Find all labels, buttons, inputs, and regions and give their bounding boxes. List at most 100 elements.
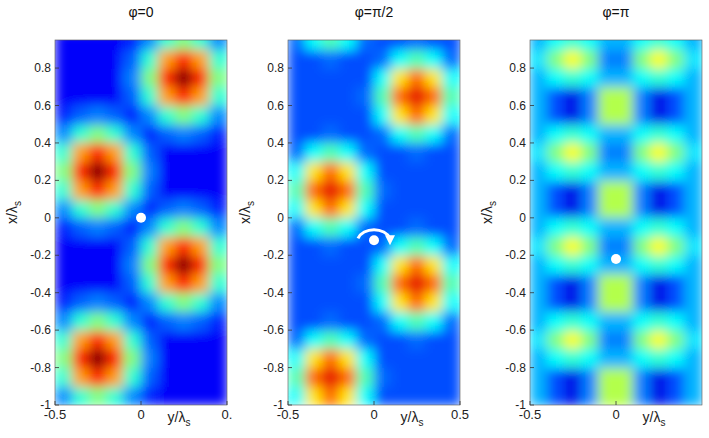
heatmap-cell xyxy=(158,236,176,256)
heatmap-cell xyxy=(356,217,374,237)
heatmap-cell xyxy=(408,311,426,331)
panel: -0.500.-1-0.8-0.6-0.4-0.200.20.40.60.8φ=… xyxy=(4,4,232,428)
heatmap-cell xyxy=(72,68,90,88)
heatmap-cell xyxy=(408,124,426,144)
y-tick-label: 0.4 xyxy=(267,136,284,150)
heatmap-cell xyxy=(564,49,582,69)
heatmap-cell xyxy=(72,367,90,387)
heatmap-cell xyxy=(106,255,124,275)
heatmap-cell xyxy=(547,142,565,162)
heatmap-cell xyxy=(322,367,340,387)
heatmap-cell xyxy=(305,86,323,106)
heatmap-cell xyxy=(209,49,227,69)
heatmap-cell xyxy=(89,142,107,162)
heatmap-cell xyxy=(175,330,193,350)
heatmap-cell xyxy=(616,142,634,162)
x-tick-label: 0 xyxy=(137,407,144,422)
heatmap-cell xyxy=(391,49,409,69)
heatmap-cell xyxy=(374,199,392,219)
heatmap-cell xyxy=(305,236,323,256)
heatmap-cell xyxy=(633,124,651,144)
heatmap-cell xyxy=(123,236,141,256)
heatmap-cell xyxy=(305,255,323,275)
heatmap-cell xyxy=(158,161,176,181)
heatmap-cell xyxy=(55,292,73,312)
heatmap-cell xyxy=(391,40,409,50)
heatmap-cell xyxy=(667,86,685,106)
heatmap-cell xyxy=(175,161,193,181)
heatmap-cell xyxy=(305,386,323,405)
heatmap-cell xyxy=(339,199,357,219)
heatmap-cell xyxy=(564,386,582,405)
heatmap-cell xyxy=(158,124,176,144)
heatmap-cell xyxy=(89,386,107,405)
heatmap-cell xyxy=(374,105,392,125)
y-tick-label: 0 xyxy=(519,211,526,225)
heatmap-cell xyxy=(408,386,426,405)
heatmap-cell xyxy=(209,348,227,368)
heatmap-cell xyxy=(667,367,685,387)
heatmap-cell xyxy=(408,142,426,162)
position-dot xyxy=(369,235,379,245)
y-tick xyxy=(530,405,534,406)
heatmap-cell xyxy=(530,330,548,350)
x-tick-label: 0.5 xyxy=(451,407,469,422)
heatmap-cell xyxy=(425,386,443,405)
y-tick-label: -1 xyxy=(40,398,51,412)
heatmap-cell xyxy=(72,49,90,69)
heatmap-cell xyxy=(305,124,323,144)
heatmap-cell xyxy=(650,40,668,50)
heatmap-cell xyxy=(581,49,599,69)
heatmap-cell xyxy=(408,105,426,125)
heatmap-cell xyxy=(356,292,374,312)
heatmap-cell xyxy=(547,292,565,312)
heatmap-cell xyxy=(408,161,426,181)
heatmap-cell xyxy=(667,68,685,88)
heatmap-cell xyxy=(175,124,193,144)
heatmap-cell xyxy=(530,348,548,368)
heatmap-cell xyxy=(684,86,702,106)
heatmap-cell xyxy=(175,367,193,387)
heatmap-cell xyxy=(530,86,548,106)
heatmap-cell xyxy=(391,68,409,88)
y-tick xyxy=(288,405,292,406)
heatmap-cell xyxy=(530,142,548,162)
heatmap-cell xyxy=(322,236,340,256)
heatmap-cell xyxy=(374,292,392,312)
heatmap-cell xyxy=(175,105,193,125)
heatmap-cell xyxy=(442,386,460,405)
y-tick-label: 0 xyxy=(44,211,51,225)
plot-area xyxy=(288,40,460,405)
heatmap-cell xyxy=(667,105,685,125)
heatmap-cell xyxy=(442,161,460,181)
heatmap-cell xyxy=(650,311,668,331)
heatmap-cell xyxy=(106,105,124,125)
heatmap-cell xyxy=(209,86,227,106)
heatmap-cell xyxy=(684,386,702,405)
heatmap-cell xyxy=(581,180,599,200)
heatmap-cell xyxy=(305,292,323,312)
position-dot xyxy=(136,213,146,223)
heatmap-cell xyxy=(684,217,702,237)
heatmap-cell xyxy=(667,49,685,69)
heatmap-cell xyxy=(192,311,210,331)
heatmap-cell xyxy=(175,180,193,200)
heatmap-cell xyxy=(106,273,124,293)
heatmap-cell xyxy=(598,311,616,331)
heatmap-cell xyxy=(408,348,426,368)
heatmap-cell xyxy=(55,124,73,144)
plot-frame xyxy=(55,40,227,405)
heatmap-cell xyxy=(209,40,227,50)
heatmap-cell xyxy=(374,348,392,368)
y-tick-label: -0.2 xyxy=(30,248,51,262)
heatmap-cell xyxy=(530,199,548,219)
heatmap-cell xyxy=(55,330,73,350)
heatmap-cell xyxy=(598,199,616,219)
heatmap-cell xyxy=(598,68,616,88)
heatmap-cell xyxy=(72,386,90,405)
heatmap-cell xyxy=(598,105,616,125)
heatmap-cell xyxy=(547,161,565,181)
heatmap-cell xyxy=(72,180,90,200)
heatmap-cell xyxy=(374,142,392,162)
heatmap-cell xyxy=(442,217,460,237)
